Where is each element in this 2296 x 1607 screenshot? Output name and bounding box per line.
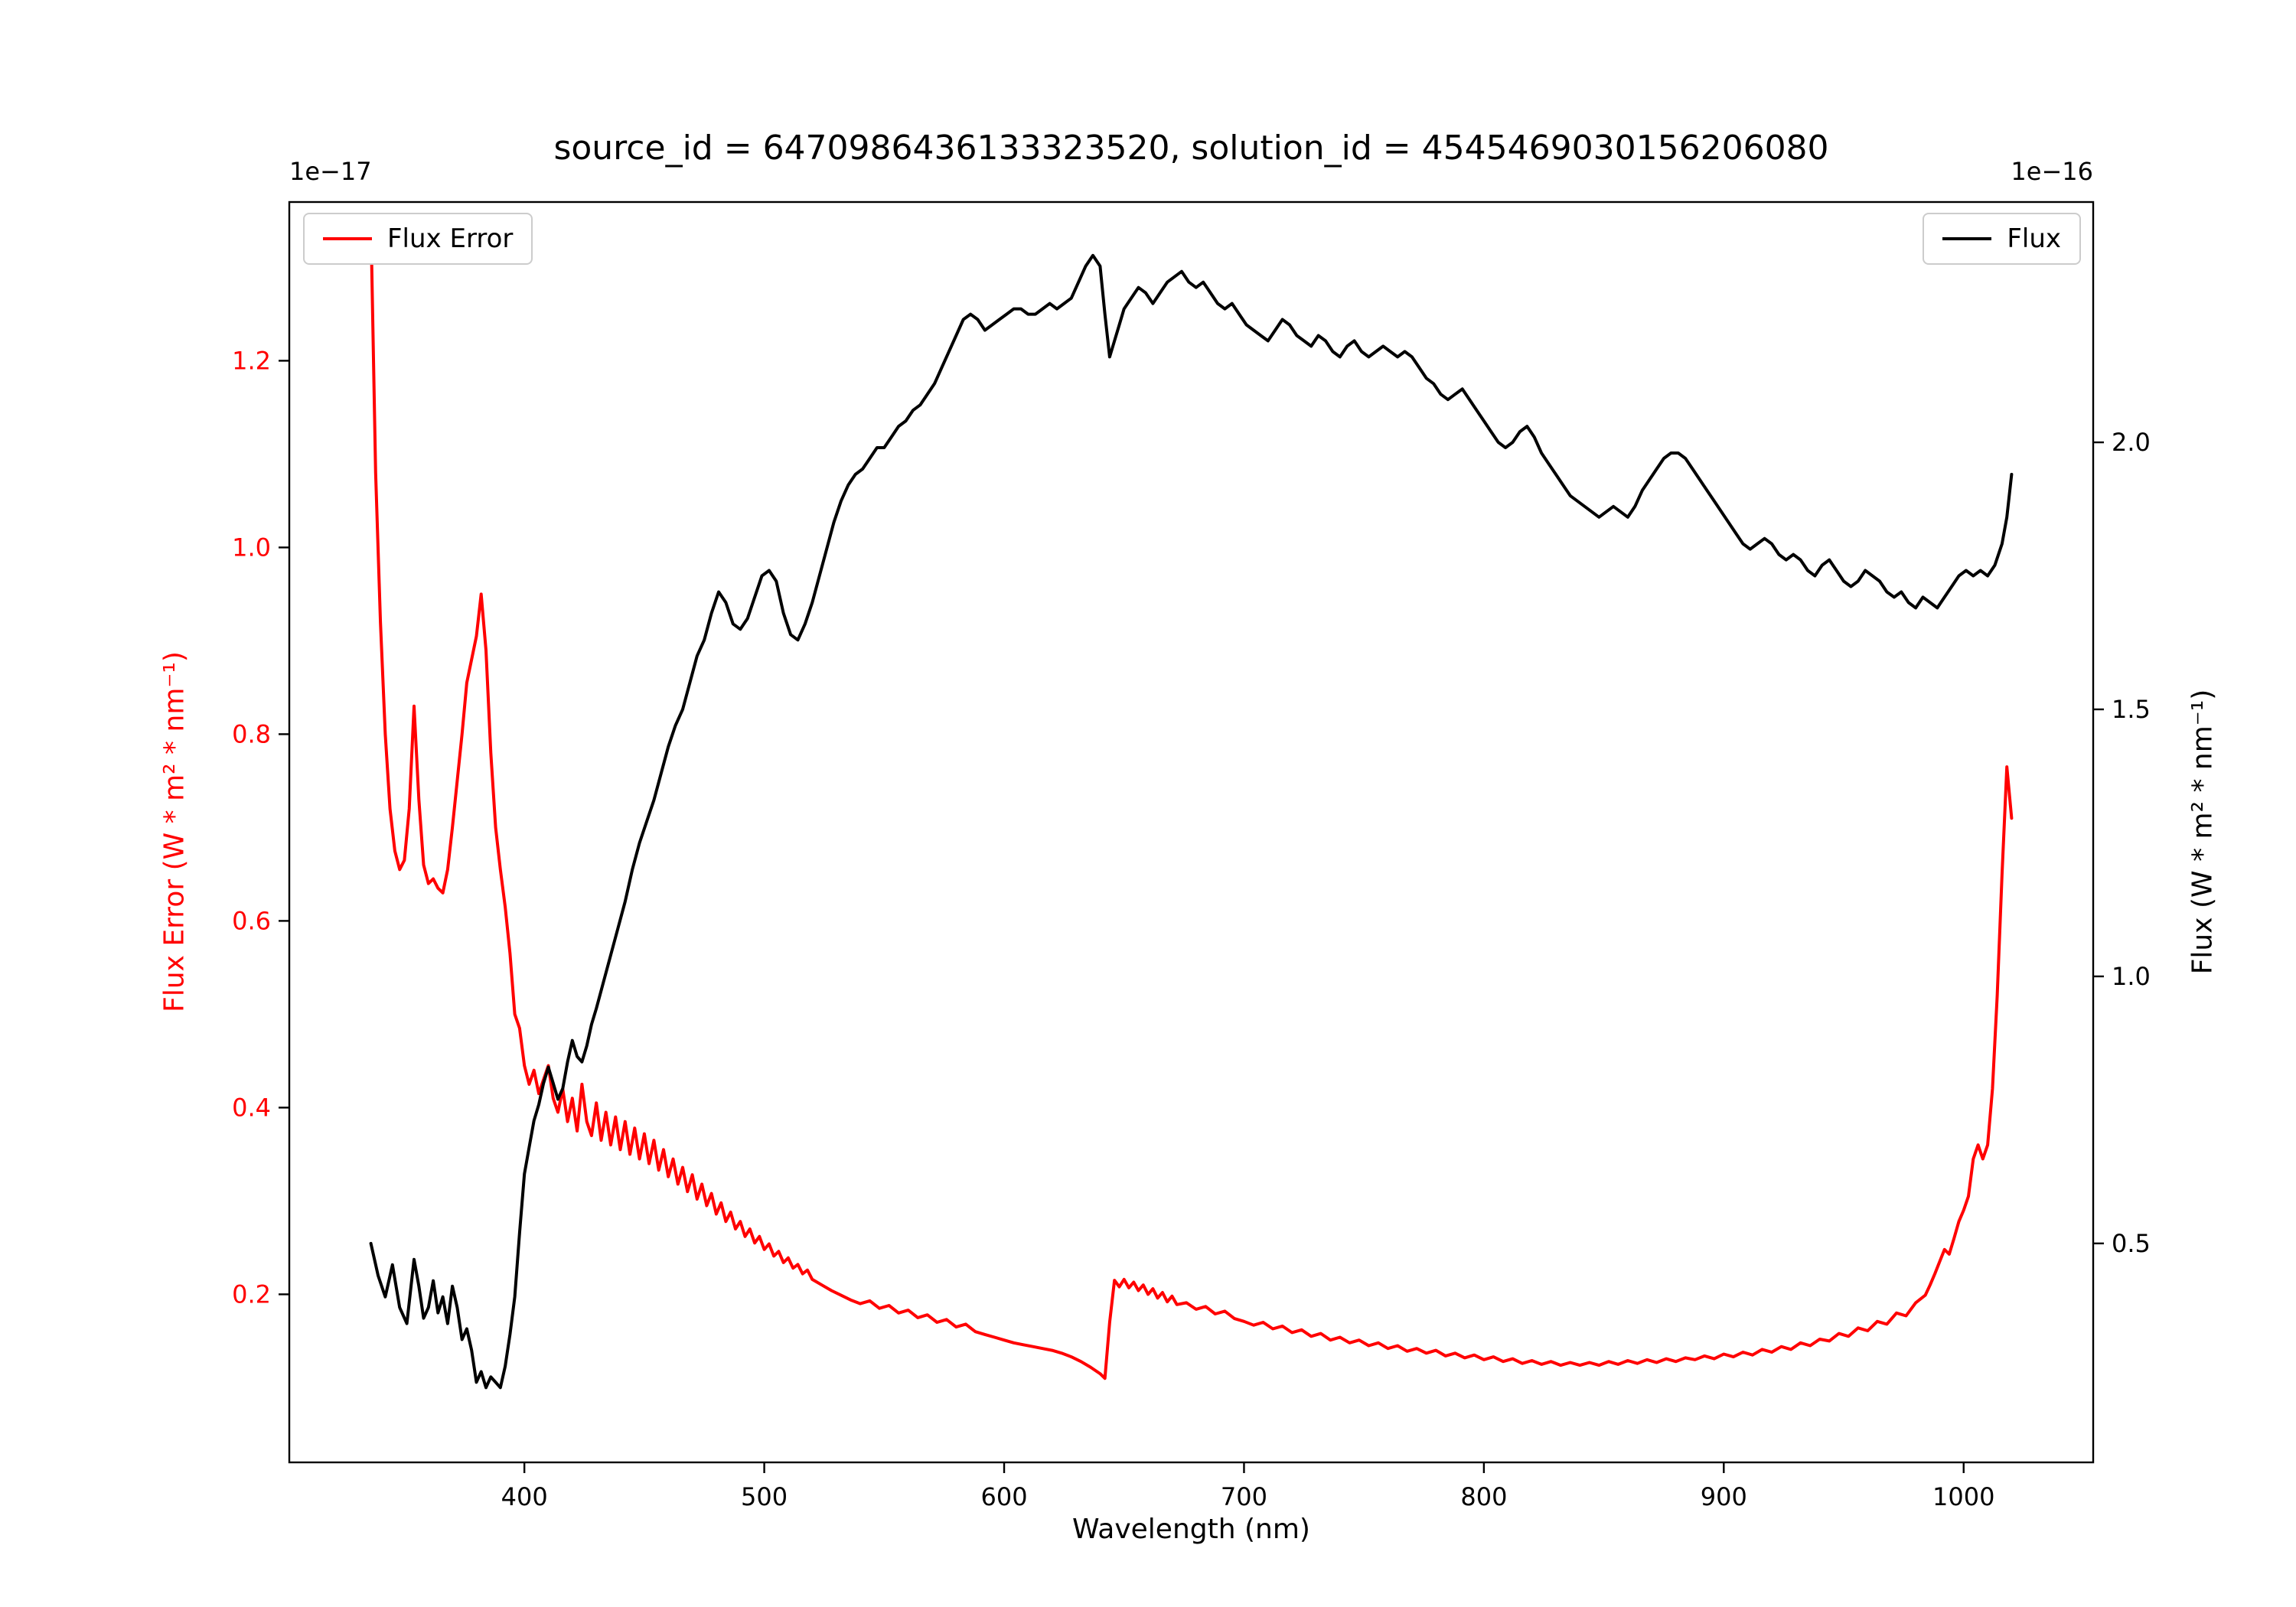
legend-flux: Flux: [1923, 213, 2081, 265]
x-tick-label: 500: [741, 1482, 788, 1511]
x-tick-label: 800: [1460, 1482, 1507, 1511]
left-y-axis-label: Flux Error (W * m² * nm⁻¹): [158, 651, 191, 1012]
right-y-tick-label: 0.5: [2112, 1229, 2151, 1258]
flux-error-legend-line: [323, 237, 372, 240]
flux-legend-label: Flux: [2007, 223, 2061, 254]
x-axis-label: Wavelength (nm): [1072, 1514, 1310, 1545]
left-y-tick-label: 0.8: [232, 719, 271, 748]
left-axis-offset-text: 1e−17: [289, 157, 372, 186]
legend-flux-error: Flux Error: [303, 213, 533, 265]
right-axis-offset-text: 1e−16: [2011, 157, 2093, 186]
flux-legend-line: [1942, 237, 1992, 240]
left-y-tick-label: 1.2: [232, 346, 271, 375]
x-tick-label: 900: [1701, 1482, 1747, 1511]
x-tick-label: 700: [1221, 1482, 1267, 1511]
plot-area-border: [288, 200, 2095, 1464]
left-y-tick-label: 1.0: [232, 533, 271, 562]
left-y-tick-label: 0.4: [232, 1093, 271, 1122]
x-tick-label: 1000: [1932, 1482, 1994, 1511]
left-y-tick-label: 0.2: [232, 1279, 271, 1309]
right-y-axis-label: Flux (W * m² * nm⁻¹): [2187, 689, 2219, 975]
plot-title: source_id = 6470986436133323520, solutio…: [553, 129, 1829, 168]
flux-error-legend-label: Flux Error: [387, 223, 514, 254]
left-y-tick-label: 0.6: [232, 906, 271, 935]
flux-line: [369, 253, 2014, 1390]
x-tick-label: 600: [980, 1482, 1027, 1511]
right-y-tick-label: 1.5: [2112, 695, 2151, 724]
x-tick-label: 400: [501, 1482, 548, 1511]
right-y-tick-label: 1.0: [2112, 962, 2151, 991]
right-y-tick-label: 2.0: [2112, 428, 2151, 457]
flux-error-line: [369, 219, 2014, 1380]
